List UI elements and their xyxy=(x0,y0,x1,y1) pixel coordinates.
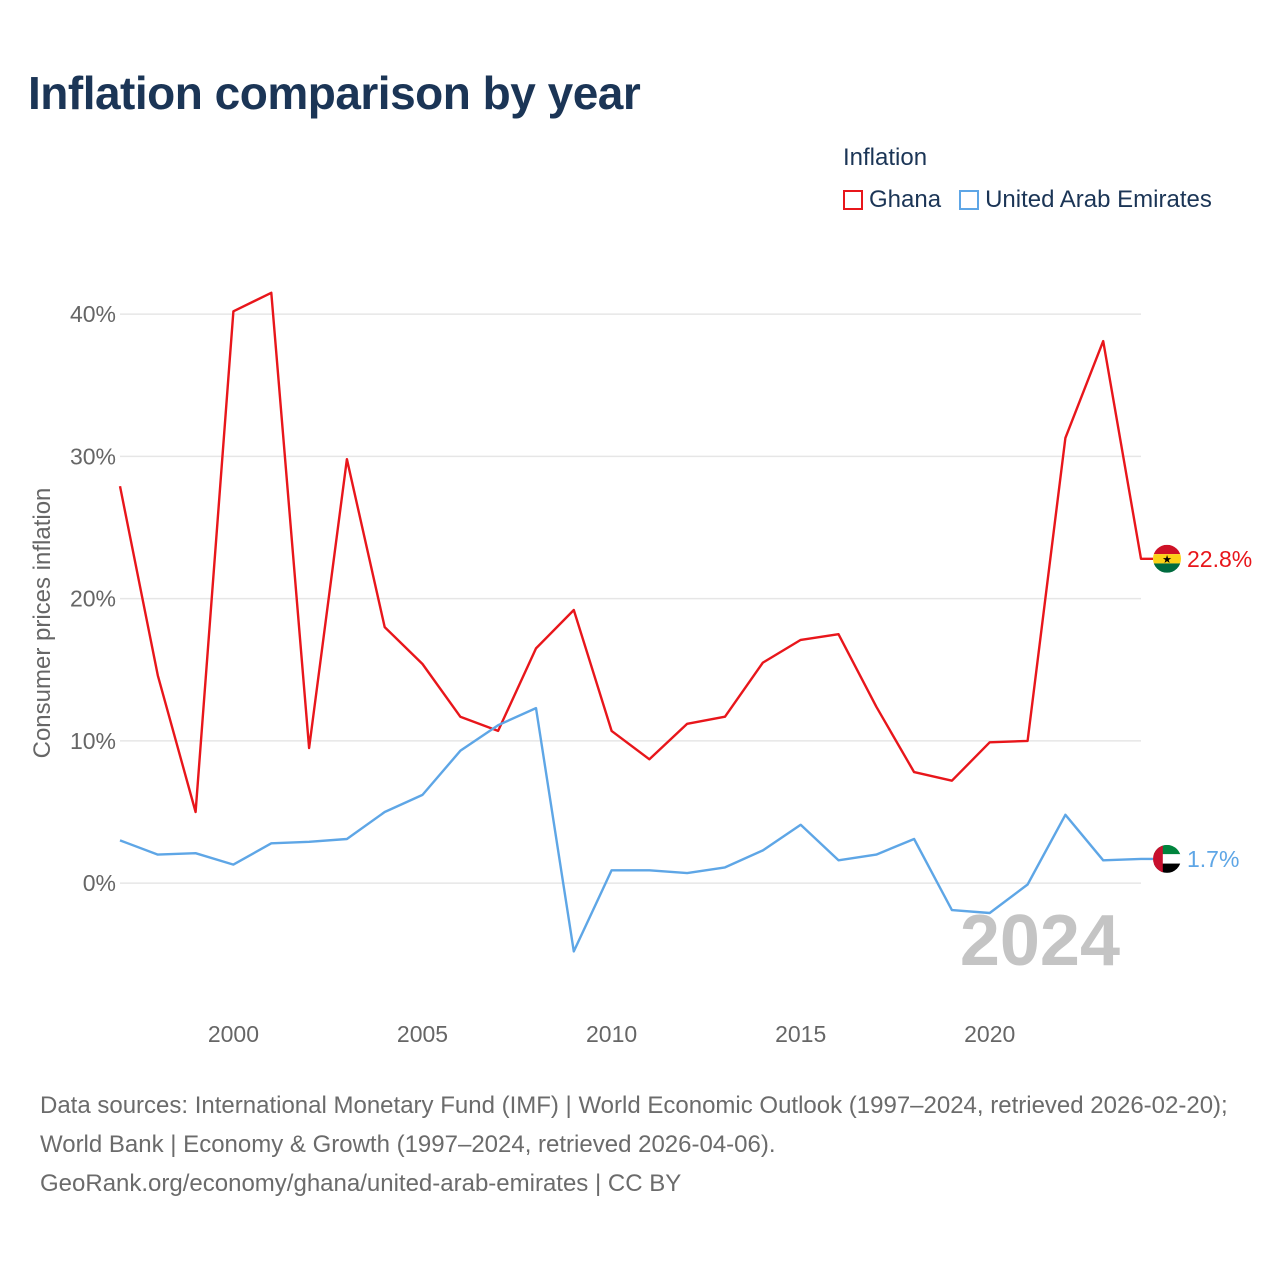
legend: Ghana United Arab Emirates xyxy=(843,186,1230,214)
legend-label-uae: United Arab Emirates xyxy=(985,186,1212,213)
legend-title: Inflation xyxy=(843,144,928,171)
x-tick-label: 2005 xyxy=(397,1021,448,1047)
y-axis-ticks: 0% 10% 20% 30% 40% xyxy=(70,301,116,896)
end-markers: ★ 22.8% 1.7% xyxy=(1153,544,1252,873)
legend-label-ghana: Ghana xyxy=(869,186,942,213)
legend-item-ghana[interactable]: Ghana xyxy=(843,186,941,214)
x-tick-label: 2015 xyxy=(775,1021,826,1047)
y-tick-label: 10% xyxy=(70,728,116,754)
year-watermark: 2024 xyxy=(960,901,1120,981)
y-tick-label: 20% xyxy=(70,586,116,612)
legend-item-uae[interactable]: United Arab Emirates xyxy=(959,186,1212,214)
legend-swatch-uae xyxy=(959,190,980,210)
x-tick-label: 2010 xyxy=(586,1021,637,1047)
inflation-line-chart: 0% 10% 20% 30% 40% 2000 2005 2010 2015 2020 Cons… xyxy=(29,291,1252,1047)
grid xyxy=(120,313,1141,884)
footer-sources: Data sources: International Monetary Fun… xyxy=(40,1092,1228,1158)
y-axis-label: Consumer prices inflation xyxy=(29,488,56,759)
series-lines xyxy=(118,291,1153,953)
series-line-uae xyxy=(119,706,1153,953)
end-value-label: 22.8% xyxy=(1187,546,1252,572)
flag-ghana-icon: ★ xyxy=(1153,544,1181,573)
chart-title: Inflation comparison by year xyxy=(28,67,641,119)
svg-text:★: ★ xyxy=(1162,554,1172,566)
end-value-label: 1.7% xyxy=(1187,846,1239,872)
legend-swatch-ghana xyxy=(843,190,863,210)
y-tick-label: 0% xyxy=(83,870,116,896)
x-tick-label: 2020 xyxy=(964,1021,1015,1047)
x-axis-ticks: 2000 2005 2010 2015 2020 xyxy=(208,1021,1015,1047)
footer: Data sources: International Monetary Fun… xyxy=(40,1086,1245,1203)
y-tick-label: 40% xyxy=(70,301,116,327)
y-tick-label: 30% xyxy=(70,443,116,469)
x-tick-label: 2000 xyxy=(208,1021,259,1047)
flag-uae-icon xyxy=(1153,844,1181,873)
series-line-ghana xyxy=(118,291,1153,814)
footer-link[interactable]: GeoRank.org/economy/ghana/united-arab-em… xyxy=(40,1170,682,1197)
